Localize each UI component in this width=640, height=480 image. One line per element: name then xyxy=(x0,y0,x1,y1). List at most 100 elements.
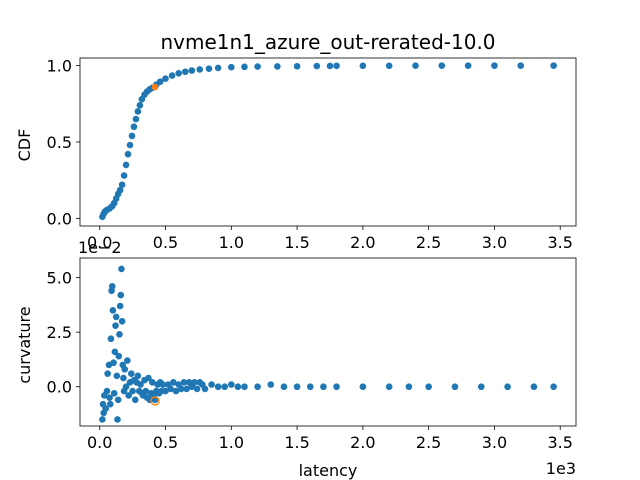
curvature-series-0-point-33 xyxy=(124,357,131,364)
cdf-series-0-point-18 xyxy=(134,108,142,115)
latency-x-offset-label: 1e3 xyxy=(546,459,576,478)
curvature-x-tick-label-7: 3.5 xyxy=(547,433,572,452)
cdf-panel: nvme1n1_azure_out-rerated-10.0 CDF 0.0 0.… xyxy=(15,30,577,252)
cdf-series-0-point-29 xyxy=(175,69,182,77)
cdf-series-0-point-10 xyxy=(118,181,126,189)
cdf-series-0-point-50 xyxy=(550,62,557,69)
curvature-y-ticks: 0.0 2.5 5.0 xyxy=(47,269,80,397)
curvature-series-0-point-95 xyxy=(477,383,485,391)
cdf-series-0-point-16 xyxy=(130,123,138,131)
curvature-series-0-point-93 xyxy=(425,383,432,391)
curvature-series-0-point-6 xyxy=(104,370,111,377)
cdf-series-0-point-11 xyxy=(120,172,128,179)
curvature-series-0-point-87 xyxy=(306,383,314,391)
curvature-series-0-point-73 xyxy=(193,385,201,393)
curvature-series-0-point-83 xyxy=(254,383,261,391)
cdf-x-tick-label-4: 2.0 xyxy=(350,233,375,252)
curvature-series-0-point-21 xyxy=(114,396,122,404)
cdf-series-0-point-35 xyxy=(228,63,235,71)
curvature-series-0-point-24 xyxy=(116,302,124,310)
curvature-series-0-point-39 xyxy=(131,396,139,404)
cdf-y-tick-label-1: 0.5 xyxy=(47,133,72,152)
curvature-series-0-point-79 xyxy=(221,383,229,391)
curvature-series-0-point-89 xyxy=(333,383,340,391)
curvature-series-0-point-13 xyxy=(109,307,117,314)
cdf-x-tick-label-3: 1.5 xyxy=(284,233,309,252)
cdf-series-0-point-47 xyxy=(464,62,472,69)
cdf-series-0-point-36 xyxy=(241,63,248,71)
cdf-series-0-point-13 xyxy=(124,150,132,158)
curvature-series-0-point-36 xyxy=(128,370,135,377)
cdf-series-0-point-40 xyxy=(313,62,321,70)
cdf-x-tick-label-5: 2.5 xyxy=(416,233,441,252)
cdf-series-0-point-46 xyxy=(438,62,446,69)
curvature-series-0-point-29 xyxy=(120,374,127,382)
cdf-y-tick-label-0: 0.0 xyxy=(47,209,72,228)
curvature-series-0-point-22 xyxy=(115,352,123,360)
cdf-series-0-point-49 xyxy=(517,62,525,69)
curvature-series-0-point-9 xyxy=(106,400,114,408)
cdf-x-tick-label-1: 0.5 xyxy=(153,233,178,252)
curvature-marks xyxy=(99,265,557,423)
curvature-y-axis-label: curvature xyxy=(15,306,34,383)
cdf-x-tick-label-6: 3.0 xyxy=(482,233,507,252)
curvature-series-0-point-26 xyxy=(118,265,125,273)
cdf-series-0-point-41 xyxy=(326,62,334,70)
cdf-series-0-point-19 xyxy=(136,102,144,109)
curvature-series-0-point-34 xyxy=(125,392,132,399)
cdf-series-0-point-15 xyxy=(128,132,136,140)
curvature-series-0-point-12 xyxy=(108,283,116,290)
chart-title: nvme1n1_azure_out-rerated-10.0 xyxy=(160,30,495,54)
curvature-x-tick-label-3: 1.5 xyxy=(284,433,309,452)
cdf-series-0-point-27 xyxy=(162,75,169,82)
cdf-series-0-point-38 xyxy=(274,63,281,70)
curvature-series-0-point-23 xyxy=(116,331,123,338)
curvature-series-0-point-17 xyxy=(112,322,119,329)
curvature-series-0-point-78 xyxy=(214,383,222,391)
curvature-series-0-point-10 xyxy=(107,335,115,343)
cdf-series-0-point-12 xyxy=(122,161,130,169)
curvature-series-0-point-20 xyxy=(114,416,121,423)
curvature-series-0-point-77 xyxy=(208,381,215,388)
curvature-series-0-point-43 xyxy=(137,381,144,388)
curvature-series-0-point-25 xyxy=(117,291,125,299)
curvature-series-0-point-5 xyxy=(103,387,111,395)
curvature-series-0-point-19 xyxy=(113,372,121,380)
latency-x-axis-label: latency xyxy=(299,461,358,480)
cdf-x-tick-label-0: 0.0 xyxy=(87,233,112,252)
curvature-series-0-point-4 xyxy=(102,405,109,412)
curvature-series-0-point-18 xyxy=(112,313,120,321)
cdf-series-0-point-34 xyxy=(214,64,222,72)
curvature-series-0-point-0 xyxy=(99,416,106,423)
curvature-y-tick-label-0: 0.0 xyxy=(47,378,72,397)
curvature-series-0-point-81 xyxy=(234,383,242,391)
curvature-series-0-point-80 xyxy=(228,381,235,388)
curvature-series-0-point-15 xyxy=(110,389,118,397)
cdf-series-0-point-48 xyxy=(491,62,498,69)
curvature-series-0-point-8 xyxy=(106,394,113,401)
cdf-series-0-point-39 xyxy=(293,62,301,70)
curvature-series-0-point-37 xyxy=(129,387,136,395)
cdf-x-tick-label-7: 3.5 xyxy=(547,233,572,252)
curvature-series-0-point-90 xyxy=(359,383,367,391)
cdf-marks xyxy=(99,62,557,221)
curvature-series-0-point-96 xyxy=(504,383,511,391)
cdf-series-0-point-45 xyxy=(412,62,419,70)
curvature-panel: curvature latency 1e−2 1e3 0.0 0.5 1.0 1.5 2… xyxy=(15,238,577,480)
curvature-series-0-point-31 xyxy=(121,365,129,373)
curvature-series-0-point-92 xyxy=(405,383,413,391)
cdf-series-0-point-17 xyxy=(132,115,140,123)
curvature-series-0-point-27 xyxy=(118,317,126,325)
cdf-series-0-point-37 xyxy=(254,63,261,70)
curvature-series-0-point-98 xyxy=(550,383,557,391)
cdf-y-ticks: 0.0 0.5 1.0 xyxy=(47,57,80,228)
curvature-x-tick-label-1: 0.5 xyxy=(153,433,178,452)
curvature-x-ticks: 0.0 0.5 1.0 1.5 2.0 2.5 3.0 3.5 xyxy=(87,426,573,452)
curvature-x-tick-label-4: 2.0 xyxy=(350,433,375,452)
curvature-series-0-point-49 xyxy=(145,374,152,382)
cdf-x-tick-label-2: 1.0 xyxy=(219,233,244,252)
curvature-series-0-point-84 xyxy=(267,381,275,388)
curvature-series-0-point-14 xyxy=(110,359,117,367)
curvature-series-0-point-32 xyxy=(122,383,130,391)
